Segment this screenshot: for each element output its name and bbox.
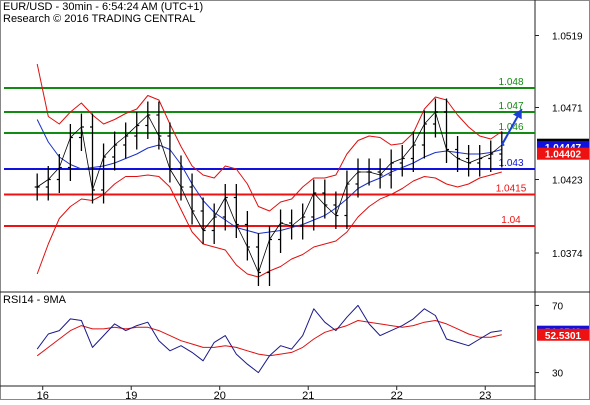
rsi-panel-label: RSI14 - 9MA <box>3 294 66 306</box>
rsi-signal-line <box>36 320 502 357</box>
moving-average-line <box>36 119 502 234</box>
level-label: 1.0415 <box>496 184 527 195</box>
price-tick-label: 1.0519 <box>552 32 583 43</box>
chart-title: EUR/USD - 30min - 6:54:24 AM (UTC+1) <box>3 1 204 13</box>
price-tag: 1.04402 <box>545 150 582 161</box>
time-tick-label: 23 <box>479 390 491 400</box>
rsi-tag: 52.5301 <box>545 331 582 342</box>
bollinger-upper-line <box>36 63 503 212</box>
price-tick-label: 1.0423 <box>552 176 583 187</box>
level-label: 1.04 <box>501 215 521 226</box>
price-tag-box <box>537 147 589 160</box>
time-tick-label: 19 <box>125 390 137 400</box>
forecast-arrow-head <box>513 109 522 120</box>
rsi-tick-label: 70 <box>552 301 564 312</box>
level-label: 1.048 <box>498 77 523 88</box>
rsi-tag-box <box>537 328 589 341</box>
price-tick-label: 1.0471 <box>552 104 583 115</box>
level-label: 1.047 <box>498 101 523 112</box>
copyright-text: Research © 2016 TRADING CENTRAL <box>3 13 196 25</box>
time-tick-label: 16 <box>37 390 49 400</box>
time-tick-label: 20 <box>214 390 226 400</box>
time-tick-label: 22 <box>391 390 403 400</box>
price-tick-label: 1.0374 <box>552 249 583 260</box>
rsi-tick-label: 30 <box>552 369 564 380</box>
time-tick-label: 21 <box>302 390 314 400</box>
rsi-line <box>36 304 502 374</box>
level-label: 1.043 <box>498 158 523 169</box>
price-line <box>36 111 503 273</box>
